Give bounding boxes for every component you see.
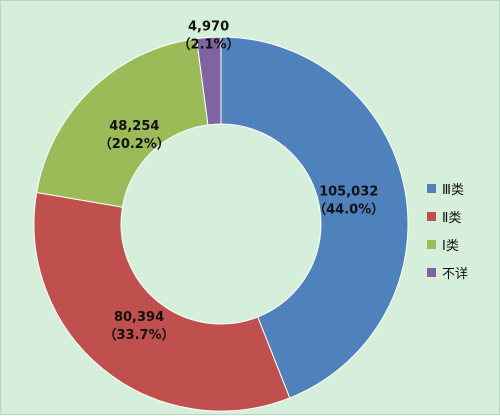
slice-unknown: [196, 36, 222, 126]
legend-swatch-class-1: [427, 240, 436, 249]
legend-label-class-2: Ⅱ类: [442, 211, 462, 226]
legend-item-class-3: Ⅲ类: [427, 179, 468, 198]
percent-label-class-1: （20.2%）: [99, 136, 170, 152]
legend: Ⅲ类 Ⅱ类 Ⅰ类 不详: [427, 179, 468, 282]
value-label-class-2: 80,394: [114, 310, 164, 325]
legend-label-class-3: Ⅲ类: [442, 183, 464, 198]
legend-item-class-1: Ⅰ类: [427, 235, 468, 254]
data-labels: 105,032 （44.0%） 80,394 （33.7%） 48,254 （20.2%）…: [99, 19, 384, 343]
percent-label-class-3: （44.0%）: [313, 202, 384, 218]
value-label-class-1: 48,254: [109, 119, 159, 134]
legend-item-unknown: 不详: [427, 263, 468, 282]
value-label-unknown: 4,970: [188, 19, 229, 34]
data-label-class-2: 80,394 （33.7%）: [104, 310, 175, 343]
data-label-class-1: 48,254 （20.2%）: [99, 119, 170, 152]
data-label-unknown: 4,970 （2.1%）: [178, 19, 240, 52]
donut-slices: [33, 36, 409, 412]
slice-class-1: [36, 38, 209, 208]
value-label-class-3: 105,032: [319, 185, 378, 200]
data-label-class-3: 105,032 （44.0%）: [313, 185, 384, 218]
legend-item-class-2: Ⅱ类: [427, 207, 468, 226]
slice-class-2: [33, 191, 291, 412]
slice-class-3: [220, 36, 409, 399]
legend-swatch-class-2: [427, 212, 436, 221]
legend-label-class-1: Ⅰ类: [442, 239, 459, 254]
legend-swatch-unknown: [427, 268, 436, 277]
legend-swatch-class-3: [427, 184, 436, 193]
percent-label-class-2: （33.7%）: [104, 327, 175, 343]
percent-label-unknown: （2.1%）: [178, 36, 240, 52]
legend-label-unknown: 不详: [442, 267, 469, 282]
